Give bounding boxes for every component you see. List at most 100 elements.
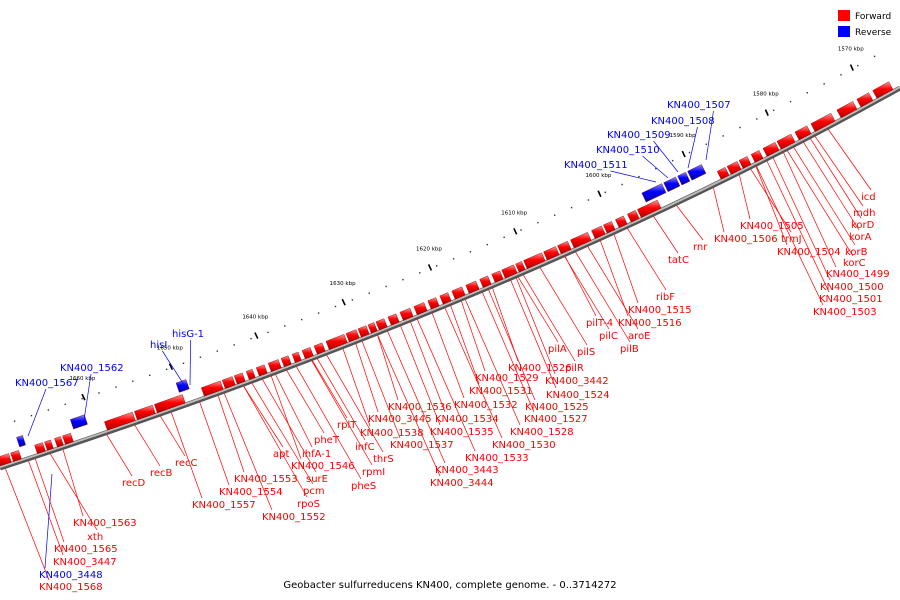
forward-label-leader <box>134 424 161 467</box>
ruler-dot <box>165 368 168 371</box>
ruler-dot <box>149 374 151 377</box>
forward-label-leader <box>756 166 824 306</box>
forward-gene-label: rnr <box>693 242 708 253</box>
forward-gene-block <box>716 167 730 180</box>
forward-gene-label: korD <box>851 220 875 231</box>
forward-gene-label: KN400_1554 <box>219 487 283 498</box>
legend-forward-swatch <box>838 10 850 21</box>
kbp-tick-label: 1650 kbp <box>157 346 183 352</box>
forward-gene-label: KN400_1535 <box>430 427 494 438</box>
ruler-dot <box>98 392 100 394</box>
forward-gene-block <box>267 359 282 372</box>
reverse-gene-label: KN400_1511 <box>564 160 628 171</box>
forward-gene-label: KN400_1538 <box>360 428 424 439</box>
forward-gene-block <box>515 261 526 273</box>
forward-gene-label: KN400_1515 <box>628 305 692 316</box>
forward-gene-label: pilT-4 <box>586 318 613 329</box>
ruler-dot <box>857 64 859 67</box>
forward-gene-label: KN400_1568 <box>39 582 103 593</box>
ruler-dot <box>537 221 539 224</box>
ruler-dot <box>452 258 455 260</box>
forward-gene-block <box>291 351 302 363</box>
forward-gene-block <box>427 297 440 310</box>
ruler-dot <box>199 356 202 358</box>
forward-label-leader <box>461 300 486 372</box>
forward-label-leader <box>464 299 521 426</box>
reverse-gene-label: KN400_3448 <box>39 570 103 581</box>
kbp-tick <box>168 363 174 371</box>
forward-label-leader <box>600 240 629 317</box>
ruler-dot <box>182 362 185 365</box>
forward-gene-label: KN400_1552 <box>262 512 326 523</box>
forward-gene-block <box>280 355 292 368</box>
forward-label-leader <box>564 256 610 330</box>
forward-gene-block <box>872 81 894 99</box>
forward-gene-block <box>591 225 606 239</box>
forward-label-leader <box>783 152 837 268</box>
ruler-dot <box>671 159 674 162</box>
forward-gene-block <box>603 221 616 234</box>
forward-label-leader <box>217 395 245 473</box>
forward-label-leader <box>613 234 639 304</box>
ruler-dot <box>13 420 16 422</box>
forward-label-leader <box>5 468 50 581</box>
kbp-tick-label: 1570 kbp <box>838 47 864 53</box>
forward-gene-block <box>750 150 764 163</box>
forward-gene-block <box>54 436 64 448</box>
reverse-gene-label: KN400_1509 <box>607 130 671 141</box>
kbp-tick <box>513 228 518 235</box>
ruler-dot <box>81 397 83 400</box>
ruler-dot <box>402 278 404 281</box>
kbp-tick-label: 1590 kbp <box>670 133 696 139</box>
kbp-tick <box>764 109 769 116</box>
forward-gene-label: recC <box>175 458 198 469</box>
forward-gene-label: korA <box>849 232 872 243</box>
genome-backbone <box>0 85 900 471</box>
forward-gene-label: mdh <box>853 208 875 219</box>
forward-gene-label: KN400_1501 <box>819 294 883 305</box>
forward-gene-block <box>726 161 742 175</box>
ruler-dot <box>115 386 117 388</box>
forward-gene-label: pheS <box>351 481 376 492</box>
forward-gene-label: KN400_1527 <box>524 414 588 425</box>
forward-gene-block <box>255 364 268 377</box>
ruler-dot <box>503 236 505 239</box>
forward-gene-label: KN400_3445 <box>368 414 432 425</box>
forward-gene-block <box>357 325 370 338</box>
legend-forward-label: Forward <box>855 12 891 22</box>
forward-label-leader <box>827 129 872 191</box>
forward-gene-label: KN400_1505 <box>740 221 804 232</box>
forward-label-leader <box>575 251 631 343</box>
forward-gene-label: KN400_1506 <box>714 234 778 245</box>
forward-label-leader <box>676 205 704 241</box>
forward-gene-label: icd <box>861 192 876 203</box>
ruler-dot <box>739 126 741 129</box>
forward-gene-block <box>543 246 560 261</box>
backbone-highlight <box>0 86 900 468</box>
ruler-dot <box>47 409 50 411</box>
forward-label-leader <box>275 374 313 448</box>
ruler-dot <box>823 83 825 85</box>
feature-blocks <box>0 81 894 467</box>
ruler-dot <box>554 214 556 216</box>
forward-label-leader <box>755 166 788 246</box>
reverse-gene-label: KN400_1510 <box>596 145 660 156</box>
kbp-tick <box>341 298 346 306</box>
ruler-dot <box>250 337 252 340</box>
forward-gene-label: pilS <box>577 347 595 358</box>
kbp-tick-label: 1610 kbp <box>501 210 527 216</box>
forward-gene-block <box>738 156 752 169</box>
forward-label-leader <box>738 174 751 220</box>
legend-reverse-swatch <box>838 26 850 37</box>
forward-gene-block <box>615 215 628 228</box>
forward-gene-block <box>413 302 428 316</box>
forward-label-leader <box>400 325 441 426</box>
forward-label-leader <box>342 348 371 427</box>
reverse-label-leader <box>687 126 698 169</box>
forward-gene-label: KN400_1526 <box>508 363 572 374</box>
forward-label-leader <box>766 160 830 293</box>
forward-gene-block <box>233 372 246 385</box>
reverse-label-leader <box>44 473 53 569</box>
forward-gene-label: KN400_1534 <box>435 414 499 425</box>
forward-gene-block <box>345 329 360 343</box>
